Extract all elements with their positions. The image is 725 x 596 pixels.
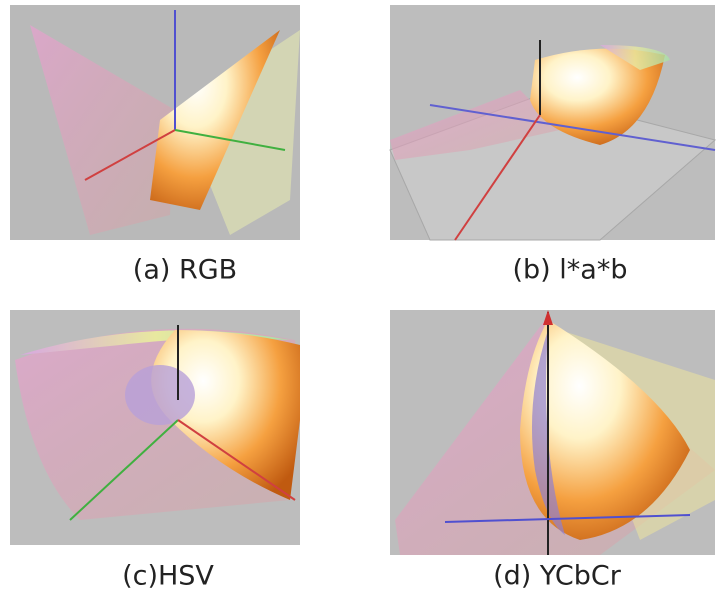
caption: (b) l*a*b bbox=[513, 255, 628, 286]
color-cloud bbox=[125, 365, 195, 425]
page: (a) RGB (b) l*a*b (c)HSV (d) YCbCr (() =… bbox=[0, 0, 725, 596]
panel-lab bbox=[390, 5, 715, 240]
figure: (a) RGB (b) l*a*b (c)HSV (d) YCbCr bbox=[0, 0, 725, 596]
panel-hsv bbox=[10, 310, 300, 545]
caption: (d) YCbCr bbox=[493, 561, 622, 592]
panel-rgb bbox=[10, 5, 300, 240]
panel-ycbcr bbox=[390, 310, 715, 555]
caption: (c)HSV bbox=[122, 561, 214, 592]
caption: (a) RGB bbox=[133, 255, 237, 286]
